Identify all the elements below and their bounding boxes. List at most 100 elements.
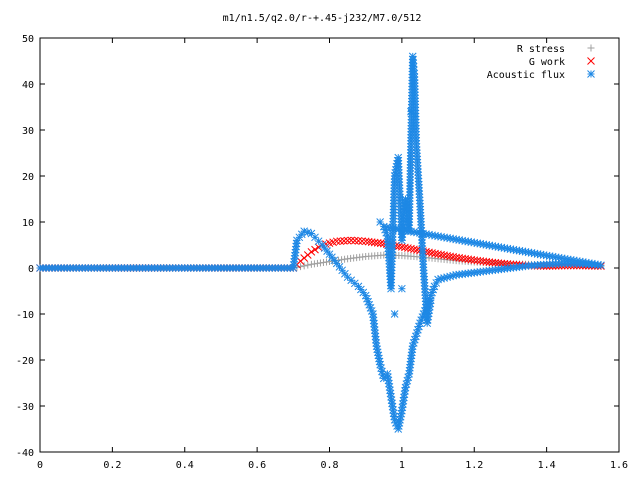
data-point [482,257,491,266]
legend: R stress G work Acoustic flux [487,44,595,81]
data-point [322,258,330,266]
data-point [434,250,442,259]
data-point [367,307,376,315]
data-point [341,269,349,278]
legend-marker [587,57,595,65]
data-point [476,239,485,248]
data-point [330,256,339,265]
y-tick-label: -10 [16,310,34,321]
data-point [443,251,451,260]
data-point [426,299,435,308]
y-tick-label: 20 [22,172,34,183]
legend-label: Acoustic flux [487,70,565,81]
data-point [375,357,384,366]
data-point [340,237,348,245]
data-point [446,252,454,261]
axes [39,37,620,453]
y-tick-label: 50 [22,34,34,45]
data-point [397,409,406,418]
data-point [398,284,406,293]
data-point [343,236,352,245]
data-point [464,255,473,264]
data-point [303,251,312,259]
data-point [413,253,421,261]
data-point [359,288,368,297]
data-point [408,345,417,354]
y-tick-label: -20 [16,356,34,367]
data-point [250,264,258,272]
data-point [373,238,382,247]
data-point [404,373,413,382]
tick-labels: 0 0.2 0.4 0.6 0.8 1 1.2 1.4 1.6 -40 -30 -20 -10 0 10 20… [16,34,628,471]
y-tick-label: 40 [22,80,34,91]
y-tick-label: -30 [16,402,34,413]
data-point [521,262,530,270]
x-tick-label: 1.6 [610,460,628,471]
data-point [494,259,503,267]
data-point [350,279,359,288]
data-point [419,263,428,272]
data-point [491,258,500,267]
data-point [437,250,445,259]
data-point [412,136,421,145]
data-point [350,236,359,245]
data-point [401,243,409,252]
data-point [105,264,114,272]
data-point [415,196,424,205]
data-point [314,237,323,246]
y-tick-label: 10 [22,218,34,229]
x-tick-label: 0.6 [248,460,266,471]
legend-label: G work [529,57,565,68]
x-tick-label: 1.4 [538,460,556,471]
data-point [347,236,356,245]
data-point [398,242,406,251]
y-tick-label: 30 [22,126,34,137]
chart-title: m1/n1.5/q2.0/r-+.45-j232/M7.0/512 [223,13,422,24]
data-point [390,310,399,318]
data-point [311,245,319,254]
data-point [336,237,345,245]
data-point [398,403,407,412]
x-tick-label: 0.4 [176,460,194,471]
x-tick-label: 0.2 [103,460,121,471]
data-point [410,69,419,78]
y-tick-label: -40 [16,448,34,459]
data-point [372,339,381,347]
data-point [578,258,587,266]
data-point [395,242,403,251]
data-point [354,237,363,245]
data-marks [36,52,605,433]
data-point [300,262,308,270]
legend-marker [587,70,595,78]
data-point [358,237,366,245]
data-point [341,255,349,263]
data-point [304,261,312,269]
data-point [440,251,448,260]
series-2 [36,52,605,433]
data-point [429,285,438,294]
data-point [449,271,457,280]
data-point [431,249,439,258]
data-point [386,389,395,398]
x-tick-label: 0 [37,460,43,471]
data-point [177,264,186,272]
data-point [395,252,403,260]
data-point [548,252,557,261]
data-point [303,228,312,237]
data-point [382,228,391,237]
data-point [425,248,433,257]
data-point [329,238,337,247]
data-point [428,249,436,257]
data-point [539,260,548,269]
data-point [359,253,367,261]
data-point [449,253,457,261]
data-point [563,255,572,264]
data-point [407,244,415,253]
data-point [404,244,412,252]
legend-label: R stress [517,44,565,55]
data-point [297,263,305,271]
data-point [376,218,385,226]
legend-marker [587,44,595,52]
data-point [497,259,506,268]
